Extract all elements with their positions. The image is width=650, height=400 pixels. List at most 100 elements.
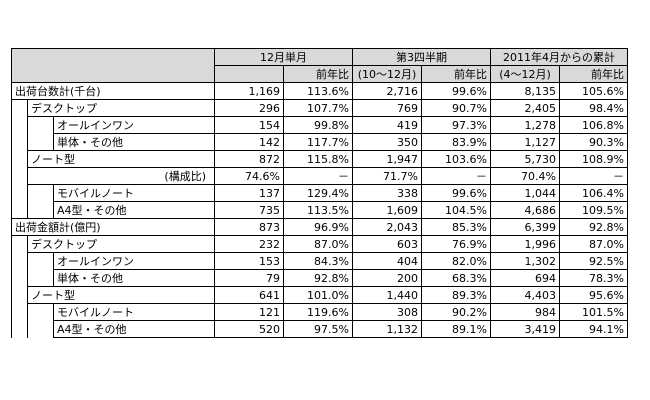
header-december-blank xyxy=(214,65,284,83)
value-cell: 74.6% xyxy=(214,167,284,185)
value-cell: 115.8% xyxy=(283,150,353,168)
value-cell: 1,947 xyxy=(352,150,422,168)
value-cell: 92.8% xyxy=(559,218,628,236)
header-cumulative-yoy: 前年比 xyxy=(559,65,628,83)
value-cell: － xyxy=(559,167,628,185)
indent-cell xyxy=(11,252,28,270)
value-cell: 338 xyxy=(352,184,422,202)
value-cell: 6,399 xyxy=(490,218,560,236)
value-cell: 121 xyxy=(214,303,284,321)
value-cell: 76.9% xyxy=(421,235,491,253)
value-cell: 99.6% xyxy=(421,184,491,202)
value-cell: 308 xyxy=(352,303,422,321)
table-row: モバイルノート 121 119.6% 308 90.2% 984 101.5% xyxy=(11,303,628,321)
value-cell: 89.3% xyxy=(421,286,491,304)
indent-cell xyxy=(27,116,54,134)
value-cell: 1,278 xyxy=(490,116,560,134)
indent-cell xyxy=(27,201,54,219)
header-q3: 第3四半期 xyxy=(352,48,491,66)
table-row: 出荷台数計(千台) 1,169 113.6% 2,716 99.6% 8,135 105.6… xyxy=(11,82,628,100)
value-cell: 5,730 xyxy=(490,150,560,168)
value-cell: 78.3% xyxy=(559,269,628,287)
value-cell: 1,169 xyxy=(214,82,284,100)
value-cell: 984 xyxy=(490,303,560,321)
indent-cell xyxy=(27,252,54,270)
value-cell: 641 xyxy=(214,286,284,304)
header-row-1: 12月単月 第3四半期 2011年4月からの累計 xyxy=(11,48,628,83)
row-label: オールインワン xyxy=(53,252,215,270)
value-cell: 2,716 xyxy=(352,82,422,100)
value-cell: 82.0% xyxy=(421,252,491,270)
value-cell: 1,302 xyxy=(490,252,560,270)
header-cumulative-period: (4～12月) xyxy=(490,65,560,83)
value-cell: 3,419 xyxy=(490,320,560,338)
value-cell: 83.9% xyxy=(421,133,491,151)
indent-cell xyxy=(11,184,28,202)
value-cell: 90.7% xyxy=(421,99,491,117)
value-cell: 117.7% xyxy=(283,133,353,151)
indent-cell xyxy=(11,286,28,304)
value-cell: 68.3% xyxy=(421,269,491,287)
indent-cell xyxy=(27,133,54,151)
value-cell: 1,044 xyxy=(490,184,560,202)
value-cell: 98.4% xyxy=(559,99,628,117)
table-row: ノート型 872 115.8% 1,947 103.6% 5,730 108.9% xyxy=(11,150,628,168)
value-cell: 108.9% xyxy=(559,150,628,168)
value-cell: 2,043 xyxy=(352,218,422,236)
indent-cell xyxy=(11,133,28,151)
value-cell: 1,996 xyxy=(490,235,560,253)
value-cell: 107.7% xyxy=(283,99,353,117)
value-cell: 4,403 xyxy=(490,286,560,304)
indent-cell xyxy=(11,235,28,253)
value-cell: 94.1% xyxy=(559,320,628,338)
value-cell: 70.4% xyxy=(490,167,560,185)
indent-cell xyxy=(27,320,54,338)
row-label: デスクトップ xyxy=(27,99,215,117)
table-row: モバイルノート 137 129.4% 338 99.6% 1,044 106.4% xyxy=(11,184,628,202)
value-cell: 1,440 xyxy=(352,286,422,304)
value-cell: 4,686 xyxy=(490,201,560,219)
value-cell: 296 xyxy=(214,99,284,117)
value-cell: 694 xyxy=(490,269,560,287)
table-row: 出荷金額計(億円) 873 96.9% 2,043 85.3% 6,399 92.8% xyxy=(11,218,628,236)
table-row: 単体・その他 142 117.7% 350 83.9% 1,127 90.3% xyxy=(11,133,628,151)
value-cell: 90.3% xyxy=(559,133,628,151)
value-cell: 101.0% xyxy=(283,286,353,304)
value-cell: 872 xyxy=(214,150,284,168)
row-label: デスクトップ xyxy=(27,235,215,253)
value-cell: － xyxy=(283,167,353,185)
header-december-yoy: 前年比 xyxy=(283,65,353,83)
value-cell: 154 xyxy=(214,116,284,134)
indent-cell xyxy=(27,269,54,287)
indent-cell xyxy=(11,99,28,117)
value-cell: 92.5% xyxy=(559,252,628,270)
indent-cell xyxy=(11,201,28,219)
row-label: 単体・その他 xyxy=(53,133,215,151)
row-label: モバイルノート xyxy=(53,303,215,321)
value-cell: 95.6% xyxy=(559,286,628,304)
header-q3-period: (10～12月) xyxy=(352,65,422,83)
value-cell: 105.6% xyxy=(559,82,628,100)
value-cell: 200 xyxy=(352,269,422,287)
value-cell: 113.6% xyxy=(283,82,353,100)
value-cell: 79 xyxy=(214,269,284,287)
header-cumulative: 2011年4月からの累計 xyxy=(490,48,628,66)
value-cell: 232 xyxy=(214,235,284,253)
value-cell: 89.1% xyxy=(421,320,491,338)
value-cell: 87.0% xyxy=(283,235,353,253)
value-cell: 735 xyxy=(214,201,284,219)
value-cell: 769 xyxy=(352,99,422,117)
value-cell: 1,127 xyxy=(490,133,560,151)
value-cell: 603 xyxy=(352,235,422,253)
value-cell: 99.8% xyxy=(283,116,353,134)
value-cell: 1,132 xyxy=(352,320,422,338)
table-row: デスクトップ 296 107.7% 769 90.7% 2,405 98.4% xyxy=(11,99,628,117)
value-cell: 101.5% xyxy=(559,303,628,321)
value-cell: 873 xyxy=(214,218,284,236)
value-cell: 87.0% xyxy=(559,235,628,253)
value-cell: 84.3% xyxy=(283,252,353,270)
value-cell: 1,609 xyxy=(352,201,422,219)
row-label: ノート型 xyxy=(27,286,215,304)
row-label: モバイルノート xyxy=(53,184,215,202)
value-cell: 109.5% xyxy=(559,201,628,219)
